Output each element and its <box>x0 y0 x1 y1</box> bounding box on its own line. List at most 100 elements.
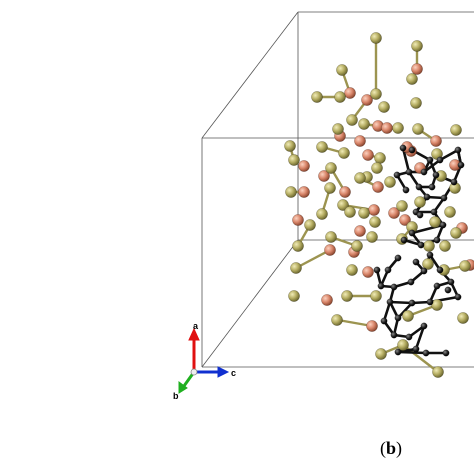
axis-a-label: a <box>193 321 199 331</box>
carbon-atom <box>422 349 430 357</box>
olive-atom <box>414 196 426 208</box>
salmon-atom <box>298 160 310 172</box>
olive-atom <box>337 199 349 211</box>
olive-atom <box>304 219 316 231</box>
olive-atom <box>397 339 409 351</box>
carbon-atom <box>384 266 392 274</box>
carbon-atom <box>420 322 428 330</box>
carbon-atom <box>399 144 407 152</box>
olive-atom <box>325 231 337 243</box>
olive-atom <box>346 114 358 126</box>
olive-atom <box>457 312 469 324</box>
atom-bond <box>295 248 331 270</box>
carbon-atom <box>426 251 434 259</box>
olive-atom <box>370 88 382 100</box>
panel-letter: b <box>386 438 397 458</box>
carbon-atom <box>400 236 408 244</box>
olive-atom <box>371 162 383 174</box>
olive-atom <box>410 97 422 109</box>
atom-bond <box>337 318 373 328</box>
olive-atom <box>444 206 456 218</box>
carbon-atom <box>454 146 462 154</box>
carbon-atom <box>444 286 452 294</box>
olive-atom <box>370 32 382 44</box>
carbon-atom <box>436 266 444 274</box>
carbon-bond <box>397 302 413 319</box>
carbon-atom <box>393 171 401 179</box>
salmon-atom <box>318 170 330 182</box>
carbon-atom <box>430 208 438 216</box>
carbon-bond <box>382 301 392 322</box>
olive-atom <box>366 231 378 243</box>
carbon-atom <box>390 283 398 291</box>
carbon-atom <box>457 161 465 169</box>
salmon-atom <box>344 87 356 99</box>
olive-atom <box>358 118 370 130</box>
olive-atom <box>288 154 300 166</box>
salmon-atom <box>292 214 304 226</box>
carbon-atom <box>394 314 402 322</box>
carbon-bond <box>414 325 426 350</box>
carbon-atom <box>433 236 441 244</box>
olive-atom <box>450 227 462 239</box>
carbon-atom <box>420 168 428 176</box>
salmon-atom <box>339 186 351 198</box>
axis-a-arrowhead <box>188 327 200 341</box>
carbon-atom <box>420 267 428 275</box>
carbon-atom <box>415 183 423 191</box>
olive-atom <box>378 101 390 113</box>
carbon-atom <box>417 241 425 249</box>
carbon-atom <box>407 278 415 286</box>
carbon-atom <box>386 298 394 306</box>
olive-atom <box>450 124 462 136</box>
olive-atom <box>334 91 346 103</box>
olive-atom <box>331 314 343 326</box>
salmon-atom <box>372 181 384 193</box>
olive-atom <box>384 176 396 188</box>
carbon-bond <box>439 148 459 162</box>
carbon-atom <box>408 299 416 307</box>
carbon-atom <box>450 178 458 186</box>
olive-atom <box>292 240 304 252</box>
salmon-atom <box>430 135 442 147</box>
carbon-atom <box>402 186 410 194</box>
olive-atom <box>338 147 350 159</box>
salmon-atom <box>388 207 400 219</box>
carbon-atom <box>408 146 416 154</box>
olive-atom <box>332 123 344 135</box>
olive-atom <box>439 240 451 252</box>
carbon-atom <box>432 171 440 179</box>
olive-atom <box>411 40 423 52</box>
carbon-atom <box>390 331 398 339</box>
salmon-atom <box>361 94 373 106</box>
carbon-atom <box>408 229 416 237</box>
atoms <box>284 32 474 378</box>
olive-atom <box>459 260 471 272</box>
carbon-bond <box>397 350 427 355</box>
panel-caption: (b) <box>380 438 403 458</box>
carbon-bond <box>401 147 411 173</box>
olive-atom <box>285 186 297 198</box>
carbon-bond <box>389 300 413 305</box>
axes-indicator: a c b <box>173 321 236 401</box>
olive-atom <box>406 73 418 85</box>
carbon-atom <box>380 317 388 325</box>
axis-c-arrowhead <box>217 366 230 378</box>
salmon-atom <box>362 149 374 161</box>
olive-atom <box>375 348 387 360</box>
olive-atom <box>354 172 366 184</box>
olive-atom <box>358 207 370 219</box>
salmon-atom <box>362 266 374 278</box>
olive-atom <box>311 91 323 103</box>
salmon-atom <box>368 204 380 216</box>
carbon-atom <box>433 282 441 290</box>
olive-atom <box>324 182 336 194</box>
olive-atom <box>423 240 435 252</box>
carbon-atom <box>377 282 385 290</box>
carbon-atom <box>405 168 413 176</box>
carbon-atom <box>412 345 420 353</box>
axis-b-arrowhead <box>178 381 188 394</box>
olive-atom <box>341 290 353 302</box>
olive-atom <box>351 240 363 252</box>
olive-atom <box>422 258 434 270</box>
